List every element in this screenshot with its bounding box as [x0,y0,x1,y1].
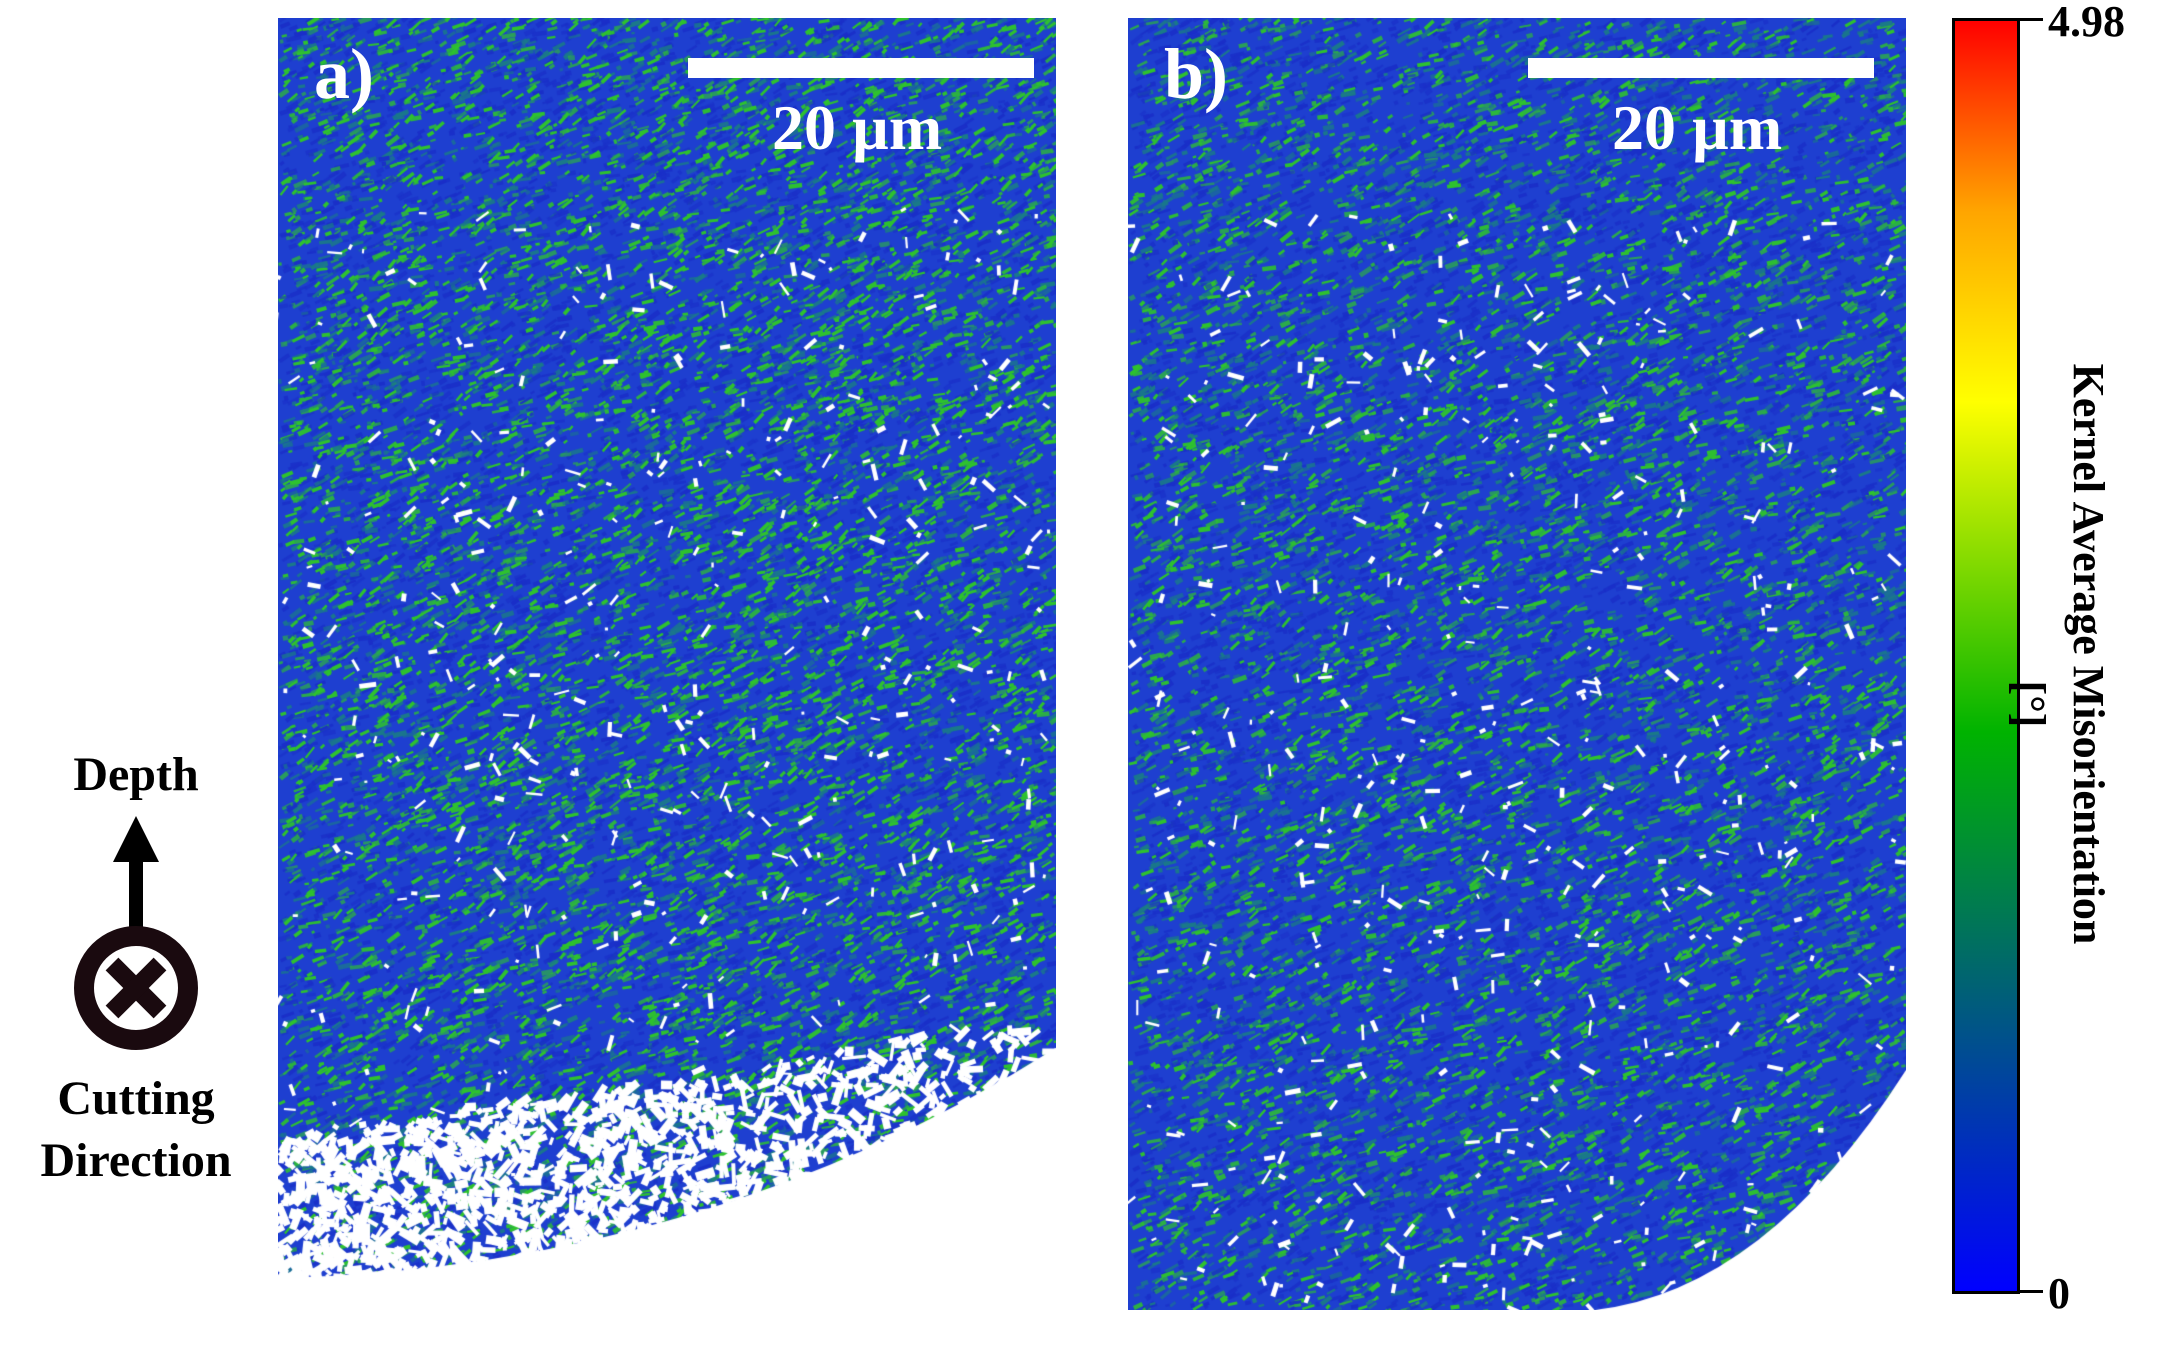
orientation-key: Depth Cutting Direction [0,738,272,1198]
colorbar-max-label: 4.98 [2048,0,2125,46]
colorbar-gradient [1952,18,2020,1294]
arrow-up-icon [113,816,159,934]
scale-bar-a [688,58,1034,78]
colorbar-title: Kernel Average Misorientation [2064,363,2113,945]
kam-map-image-a [278,18,1056,1288]
kam-map-panel-a: a) 20 µm [278,18,1056,1288]
kam-map-panel-b: b) 20 µm [1128,18,1906,1310]
colorbar-min-label: 0 [2048,1269,2070,1318]
depth-label: Depth [73,748,199,801]
panel-label-b: b) [1164,34,1229,114]
orientation-diagram [74,816,198,1050]
colorbar-tick-min [2017,1290,2043,1293]
colorbar-unit: [°] [2005,680,2054,728]
kam-map-image-b [1128,18,1906,1310]
colorbar: 4.98 0 Kernel Average Misorientation [°] [1944,0,2154,1316]
scale-bar-label-a: 20 µm [772,92,943,163]
panel-label-a: a) [314,34,374,114]
cutting-direction-label: Cutting Direction [40,1072,232,1188]
circle-x-icon [74,926,198,1050]
scale-bar-label-b: 20 µm [1612,92,1783,163]
colorbar-tick-max [2017,18,2043,21]
scale-bar-b [1528,58,1874,78]
